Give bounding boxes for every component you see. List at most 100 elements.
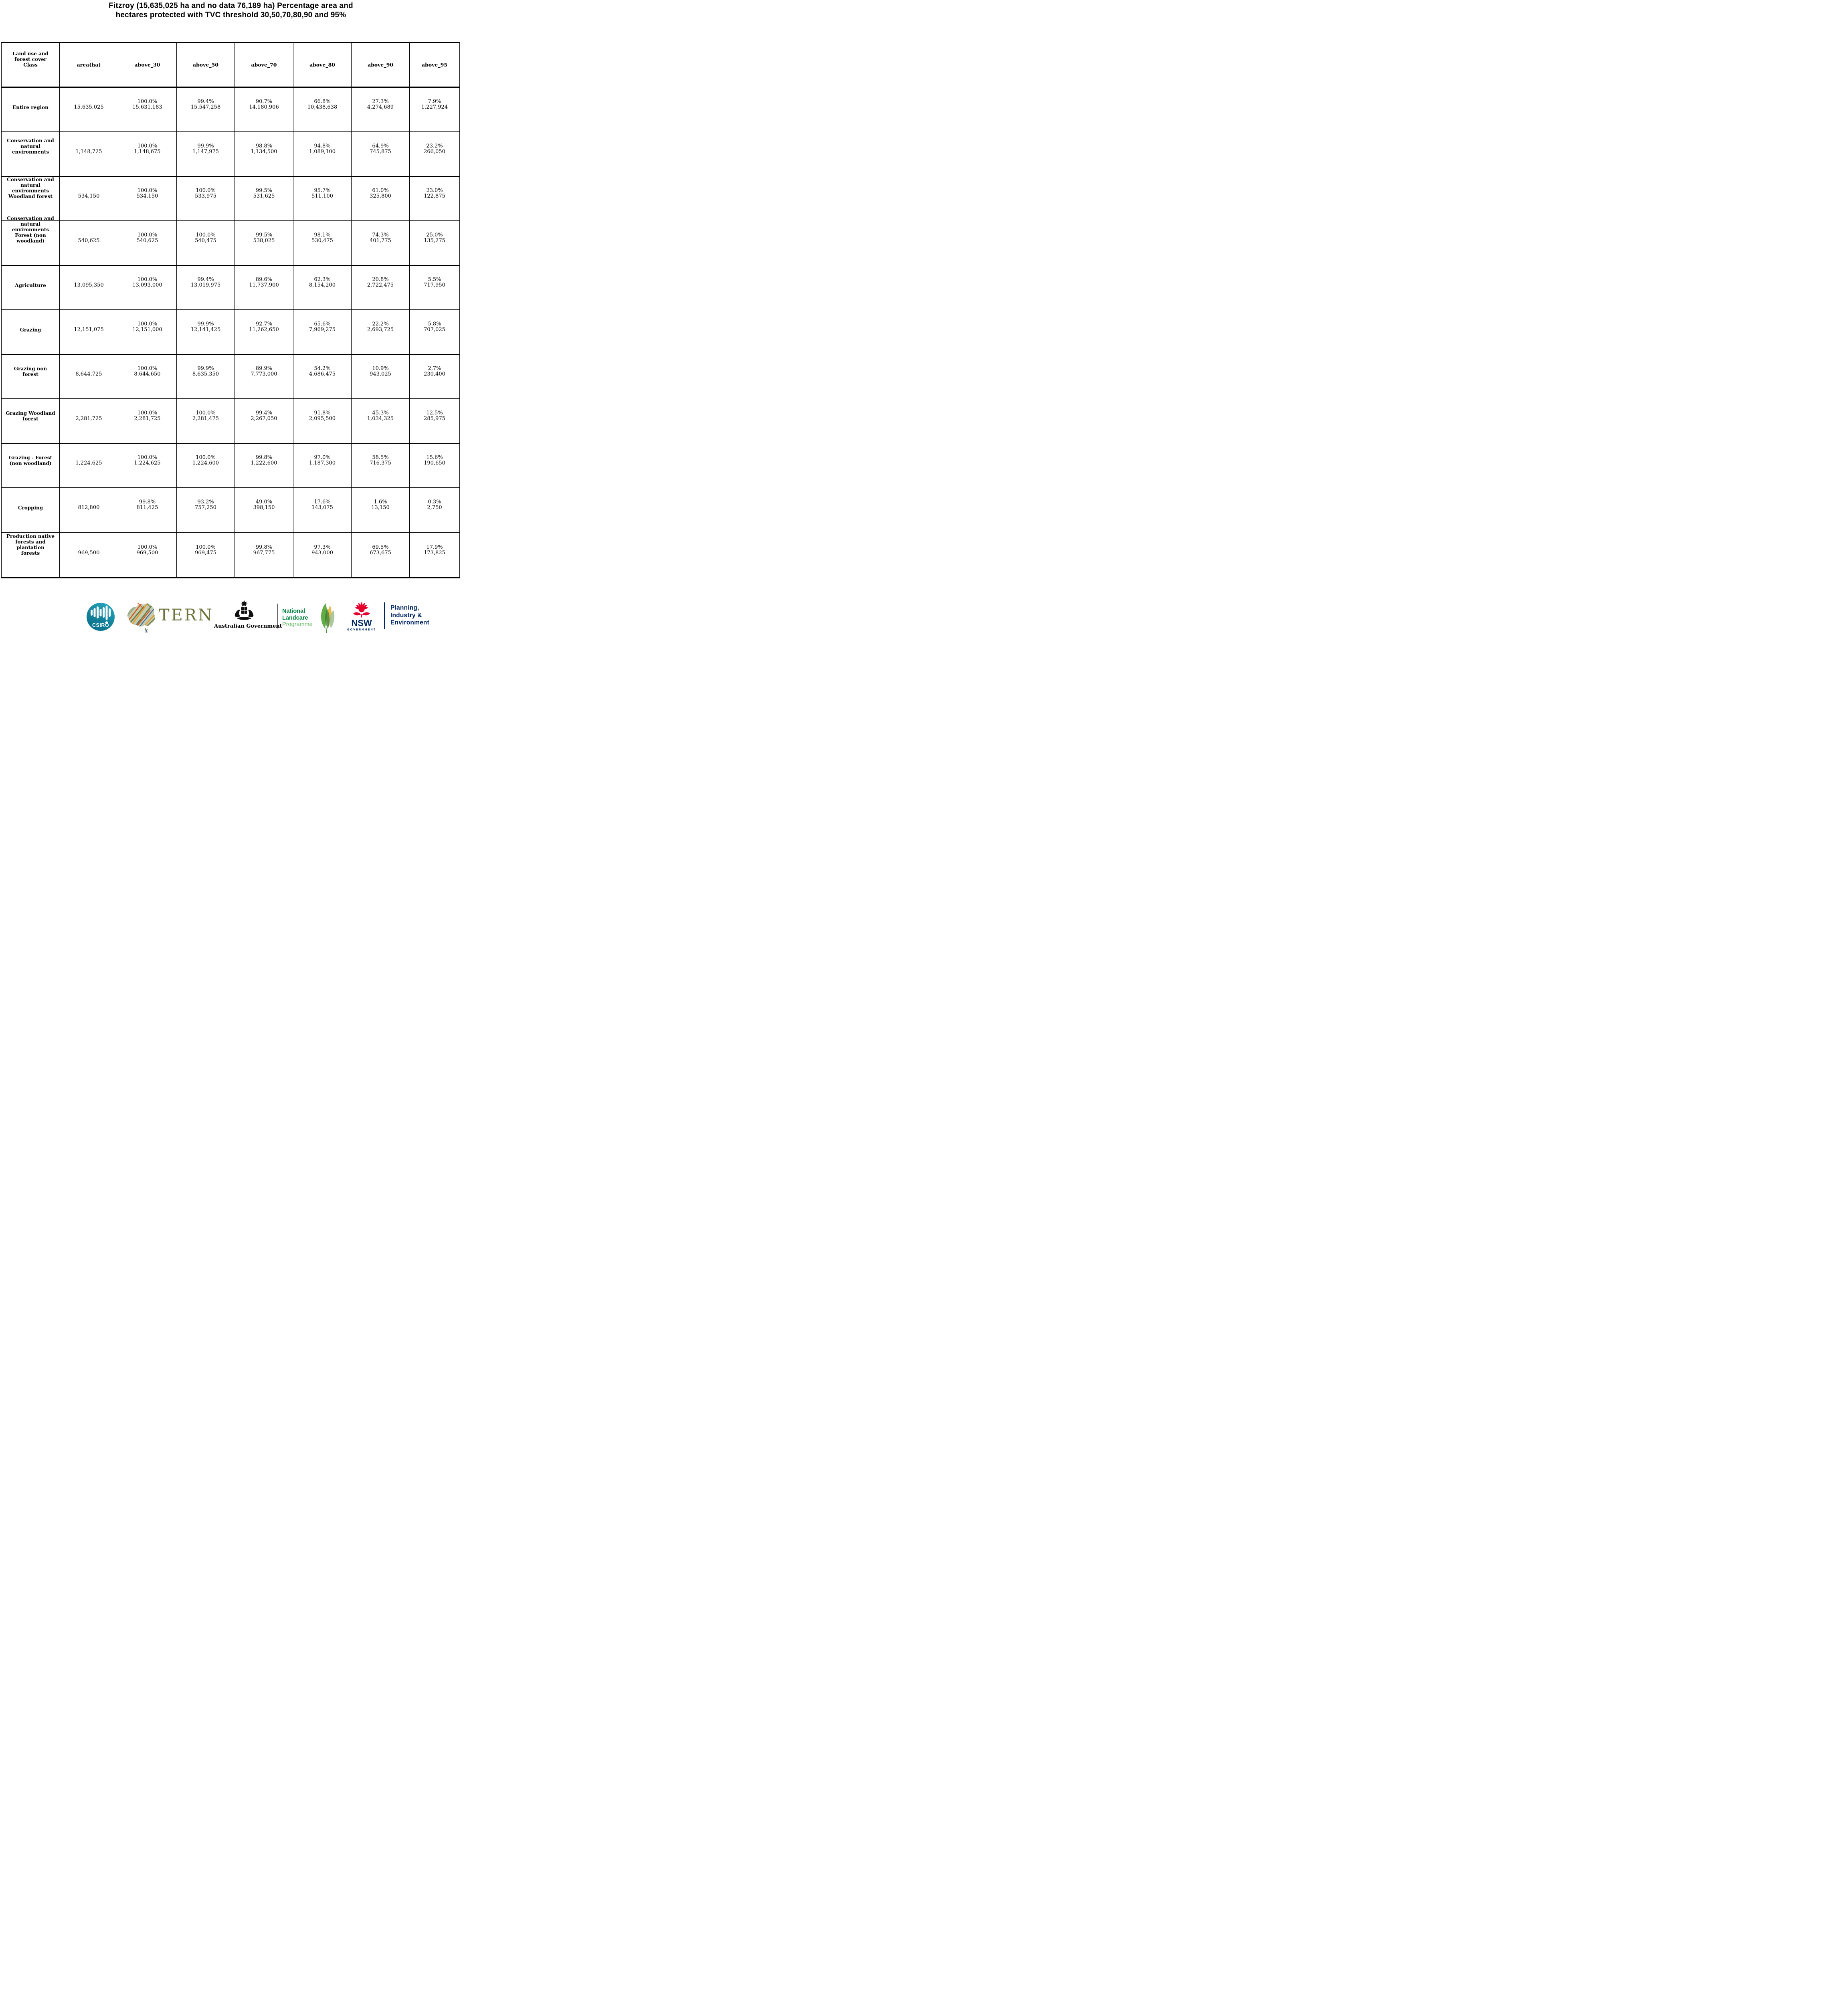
percent-value: 100.0% [137,232,158,238]
value-cell: 97.3% 943,000 [293,533,352,577]
row-label-cell: Conservation and natural environments [2,132,60,177]
hectares-value: 1,134,500 [251,149,277,155]
area-value: 12,151,075 [74,327,104,333]
percent-value: 90.7% [255,99,273,105]
hectares-value: 530,475 [311,238,333,244]
hectares-value: 1,222,600 [251,460,277,466]
australian-government-label: Australian Government [214,623,282,629]
value-cell: 100.0% 533,975 [177,177,235,221]
value-cell: 95.7% 511,100 [293,177,352,221]
value-pair: 100.0% 540,475 [178,232,234,244]
percent-value: 2.7% [428,366,441,372]
value-cell: 0.3% 2,750 [410,488,459,533]
hectares-value: 943,025 [370,371,391,377]
value-pair: 0.3% 2,750 [410,499,459,511]
percent-value: 100.0% [196,188,216,194]
value-pair: 45.3% 1,034,325 [352,410,408,422]
tern-wordmark: TERN [159,606,214,624]
value-cell: 54.2% 4,686,475 [293,355,352,399]
header-cell: above_80 [293,43,352,88]
value-cell: 99.8% 1,222,600 [235,444,293,488]
value-cell: 99.4% 13,019,975 [177,266,235,310]
value-cell: 27.3% 4,274,689 [352,88,410,132]
csiro-soundwave-icon [91,606,111,624]
header-cell: above_90 [352,43,410,88]
hectares-value: 14,180,906 [249,104,279,110]
waratah-icon [353,602,370,618]
row-label-cell: Grazing [2,310,60,355]
area-cell: 13,095,350 [60,266,118,310]
hectares-value: 190,650 [424,460,445,466]
value-cell: 64.9% 745,875 [352,132,410,177]
row-label: Grazing [20,327,41,333]
hectares-value: 325,800 [370,193,391,199]
value-cell: 25.0% 135,275 [410,221,459,266]
value-pair: 7.9% 1,227,924 [410,99,459,110]
percent-value: 100.0% [137,366,158,372]
row-label: Production native forests and plantation… [6,533,55,556]
value-cell: 89.6% 11,737,900 [235,266,293,310]
percent-value: 5.8% [428,321,441,327]
value-cell: 61.0% 325,800 [352,177,410,221]
area-value: 1,224,625 [75,460,102,466]
header-label: above_90 [367,62,394,68]
hectares-value: 1,224,600 [192,460,219,466]
row-label: Cropping [18,505,43,511]
hectares-value: 2,095,500 [309,416,336,422]
value-pair: 20.8% 2,722,475 [352,277,408,288]
planning-industry-environment-wordmark: Planning, Industry & Environment [390,604,429,627]
percent-value: 89.9% [255,366,273,372]
tern-australia-map-icon [125,601,156,635]
hectares-value: 707,025 [424,327,445,333]
value-pair: 100.0% 969,500 [119,545,176,556]
value-cell: 93.2% 757,250 [177,488,235,533]
value-cell: 91.8% 2,095,500 [293,399,352,444]
page-title: Fitzroy (15,635,025 ha and no data 76,18… [0,1,462,20]
hectares-value: 11,262,650 [249,327,279,333]
percent-value: 100.0% [137,143,158,149]
hectares-value: 540,625 [136,238,158,244]
value-pair: 5.8% 707,025 [410,321,459,333]
value-pair: 99.5% 538,025 [236,232,292,244]
value-cell: 100.0% 534,150 [118,177,177,221]
value-pair: 99.9% 1,147,975 [178,143,234,155]
value-pair: 22.2% 2,693,725 [352,321,408,333]
value-pair: 100.0% 12,151,000 [119,321,176,333]
area-value: 13,095,350 [74,282,104,288]
row-label-cell: Entire region [2,88,60,132]
percent-value: 61.0% [372,188,389,194]
area-cell: 540,625 [60,221,118,266]
value-cell: 99.9% 8,635,350 [177,355,235,399]
header-label: area(ha) [77,62,101,68]
value-cell: 99.9% 1,147,975 [177,132,235,177]
percent-value: 25.0% [426,232,443,238]
hectares-value: 967,775 [253,550,275,556]
value-cell: 99.8% 811,425 [118,488,177,533]
value-cell: 100.0% 540,625 [118,221,177,266]
hectares-value: 943,000 [311,550,333,556]
header-cell: above_30 [118,43,177,88]
value-pair: 99.9% 8,635,350 [178,366,234,377]
value-cell: 5.5% 717,950 [410,266,459,310]
row-label: Entire region [12,105,49,110]
value-cell: 100.0% 2,281,725 [118,399,177,444]
row-label-cell: Cropping [2,488,60,533]
percent-value: 98.8% [255,143,273,149]
value-pair: 99.4% 2,267,050 [236,410,292,422]
row-label-cell: Grazing Woodland forest [2,399,60,444]
value-pair: 97.0% 1,187,300 [294,455,350,466]
landcare-line-2: Landcare [282,614,308,621]
value-cell: 100.0% 12,151,000 [118,310,177,355]
value-pair: 66.8% 10,438,638 [294,99,350,110]
value-pair: 10.9% 943,025 [352,366,408,377]
csiro-label: CSIRO [92,622,109,628]
planning-line-2: Industry & [390,612,422,619]
hectares-value: 13,150 [371,505,390,511]
area-value: 2,281,725 [75,416,102,422]
header-cell: Land use and forest cover Class [2,43,60,88]
row-label-cell: Grazing - Forest (non woodland) [2,444,60,488]
area-cell: 15,635,025 [60,88,118,132]
hectares-value: 511,100 [311,193,333,199]
hectares-value: 2,281,725 [134,416,161,422]
percent-value: 65.6% [314,321,331,327]
